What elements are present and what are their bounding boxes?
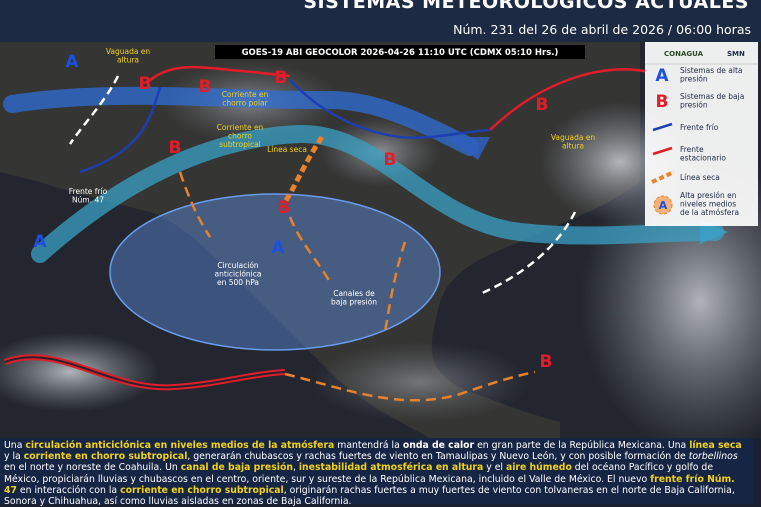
legend-item: Frente frío [680,123,719,132]
legend-icon: A [659,199,668,212]
logo: SMN [727,50,745,58]
low-pressure-trough [288,216,332,283]
description-segment: onda de calor [402,440,475,451]
cloud [0,332,160,412]
description-segment: torbellinos [688,451,738,463]
map-label: Circulación anticiclónica en 500 hPa [215,261,262,287]
cold-front [289,79,491,139]
legend-icon: B [656,92,669,112]
low-pressure: B [536,95,549,115]
description-segment: , originarán rachas fuertes a muy fuerte… [4,484,735,507]
description-segment: inestabilidad atmosférica en altura [298,462,484,474]
header: SISTEMAS METEOROLÓGICOS ACTUALES Núm. 23… [0,0,761,42]
description: Una circulación anticiclónica en niveles… [0,438,753,507]
high-pressure: A [65,52,79,72]
description-segment: canal de baja presión [180,462,293,474]
stationary-front [489,68,651,131]
high-pressure: A [33,232,47,252]
description-segment: del océano Pacífico y golfo de México, p… [4,462,714,485]
legend-box [645,42,758,226]
description-segment: , [292,462,299,474]
low-pressure-trough [178,171,212,238]
subtitle: Núm. 231 del 26 de abril de 2026 / 06:00… [453,22,751,37]
legend-icon: A [655,66,669,86]
map-label: Vaguada en altura [551,133,596,151]
dry-line [282,135,325,204]
legend-item: Línea seca [680,173,720,182]
polar-jet [3,86,479,156]
image-caption: GOES-19 ABI GEOCOLOR 2026-04-26 11:10 UT… [242,48,559,58]
legend-icon [651,170,675,184]
legend-icon [653,195,673,215]
logo: CONAGUA [664,50,704,58]
map-label: Frente frío Núm. 47 [69,187,108,205]
description-segment: , generarán chubascos y rachas fuertes d… [187,451,689,463]
upper-trough [479,211,577,296]
subtropical-jet [31,124,724,263]
description-segment: en interacción con la [16,484,121,496]
description-segment: frente frío Núm. 47 [4,473,735,496]
legend-item: Sistemas de baja presión [680,92,744,110]
low-pressure: B [278,198,291,218]
description-segment: corriente en chorro subtropical [23,451,188,463]
caption-box [215,45,585,59]
map: GOES-19 ABI GEOCOLOR 2026-04-26 11:10 UT… [0,42,761,438]
low-pressure-trough [383,241,407,333]
description-segment: corriente en chorro subtropical [120,484,284,496]
legend-icon [652,122,673,132]
map-label: Corriente en chorro polar [222,90,269,108]
jet-arrow [448,137,490,160]
stationary-front [147,65,291,83]
cold-front [79,86,162,174]
title: SISTEMAS METEOROLÓGICOS ACTUALES [303,0,749,13]
legend-item: Alta presión en niveles medios de la atmós… [680,191,739,217]
description-segment: y la [4,451,24,463]
description-segment: Una [4,440,26,451]
high-pressure: A [271,238,285,258]
low-pressure: B [540,352,553,372]
low-pressure: B [275,68,288,88]
legend-item: Frente estacionario [680,145,726,163]
low-pressure: B [384,150,397,170]
low-pressure: B [169,138,182,158]
anticyclone-area [109,193,441,351]
description-segment: y el [483,462,506,474]
upper-trough [68,75,120,145]
description-segment: circulación anticiclónica en niveles med… [25,440,335,451]
low-pressure: B [139,74,152,94]
legend-icon [652,146,673,156]
low-pressure-trough [284,370,536,402]
description-segment: en gran parte de la República Mexicana. … [474,440,690,451]
map-label: Canales de baja presión [331,289,377,307]
description-segment: en el norte y noreste de Coahuila. Un [4,462,181,474]
legend-item: Sistemas de alta presión [680,66,742,84]
low-pressure: B [199,77,212,97]
jet-red-core [4,356,286,389]
map-label: Vaguada en altura [106,47,151,65]
description-segment: mantendrá la [334,440,403,451]
legend: CONAGUA SMN A Sistemas de alta presión B … [645,42,758,226]
description-segment: línea seca [689,440,742,451]
description-segment: aire húmedo [505,462,572,474]
map-label: Línea seca [267,145,307,154]
map-label: Corriente en chorro subtropical [217,123,264,149]
cloud [310,342,530,422]
